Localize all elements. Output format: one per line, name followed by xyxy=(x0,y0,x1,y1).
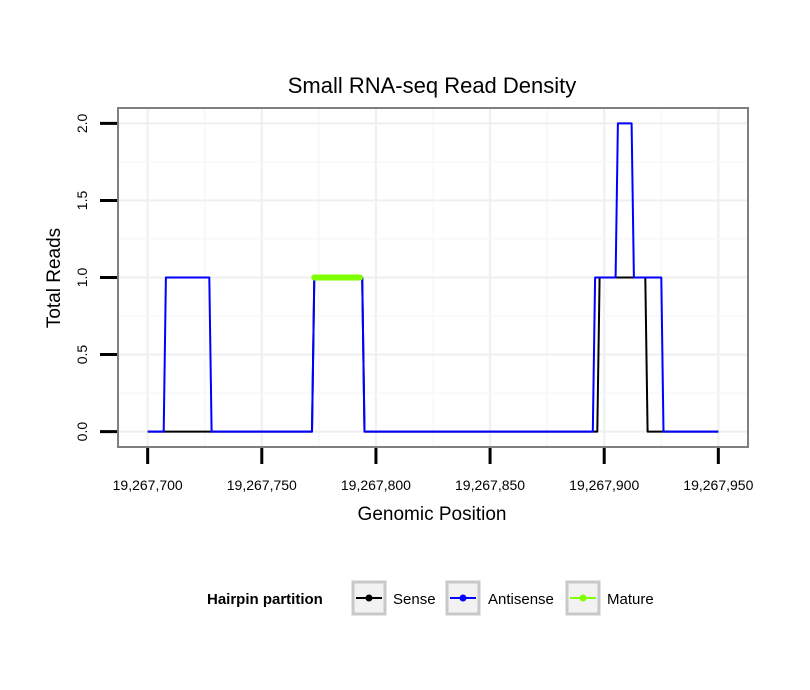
legend-title: Hairpin partition xyxy=(207,591,323,608)
axes: 19,267,700 19,267,750 19,267,800 19,267,850… xyxy=(74,113,754,493)
x-axis-title: Genomic Position xyxy=(358,504,507,525)
legend-key-point xyxy=(459,594,467,602)
x-tick-label: 19,267,800 xyxy=(341,477,411,493)
series-line-antisense xyxy=(147,122,719,433)
x-tick-label: 19,267,900 xyxy=(569,477,639,493)
x-tick-label: 19,267,950 xyxy=(683,477,753,493)
y-tick-label: 0.0 xyxy=(74,422,90,442)
y-tick-label: 1.0 xyxy=(74,268,90,288)
x-tick-label: 19,267,750 xyxy=(227,477,297,493)
legend-label-antisense: Antisense xyxy=(488,591,554,608)
series-lines xyxy=(147,122,719,433)
y-tick-label: 0.5 xyxy=(74,345,90,365)
legend-key-point xyxy=(579,594,587,602)
chart-title: Small RNA-seq Read Density xyxy=(288,73,577,98)
legend-label-mature: Mature xyxy=(607,591,654,608)
y-tick-label: 2.0 xyxy=(74,113,90,133)
legend-key-point xyxy=(365,594,373,602)
legend-label-sense: Sense xyxy=(393,591,436,608)
legend: Hairpin partition Sense Antisense Mature xyxy=(207,580,654,616)
x-tick-label: 19,267,850 xyxy=(455,477,525,493)
y-tick-label: 1.5 xyxy=(74,191,90,211)
y-axis-title: Total Reads xyxy=(44,228,65,328)
x-tick-label: 19,267,700 xyxy=(113,477,183,493)
plot-panel-border xyxy=(117,107,749,448)
